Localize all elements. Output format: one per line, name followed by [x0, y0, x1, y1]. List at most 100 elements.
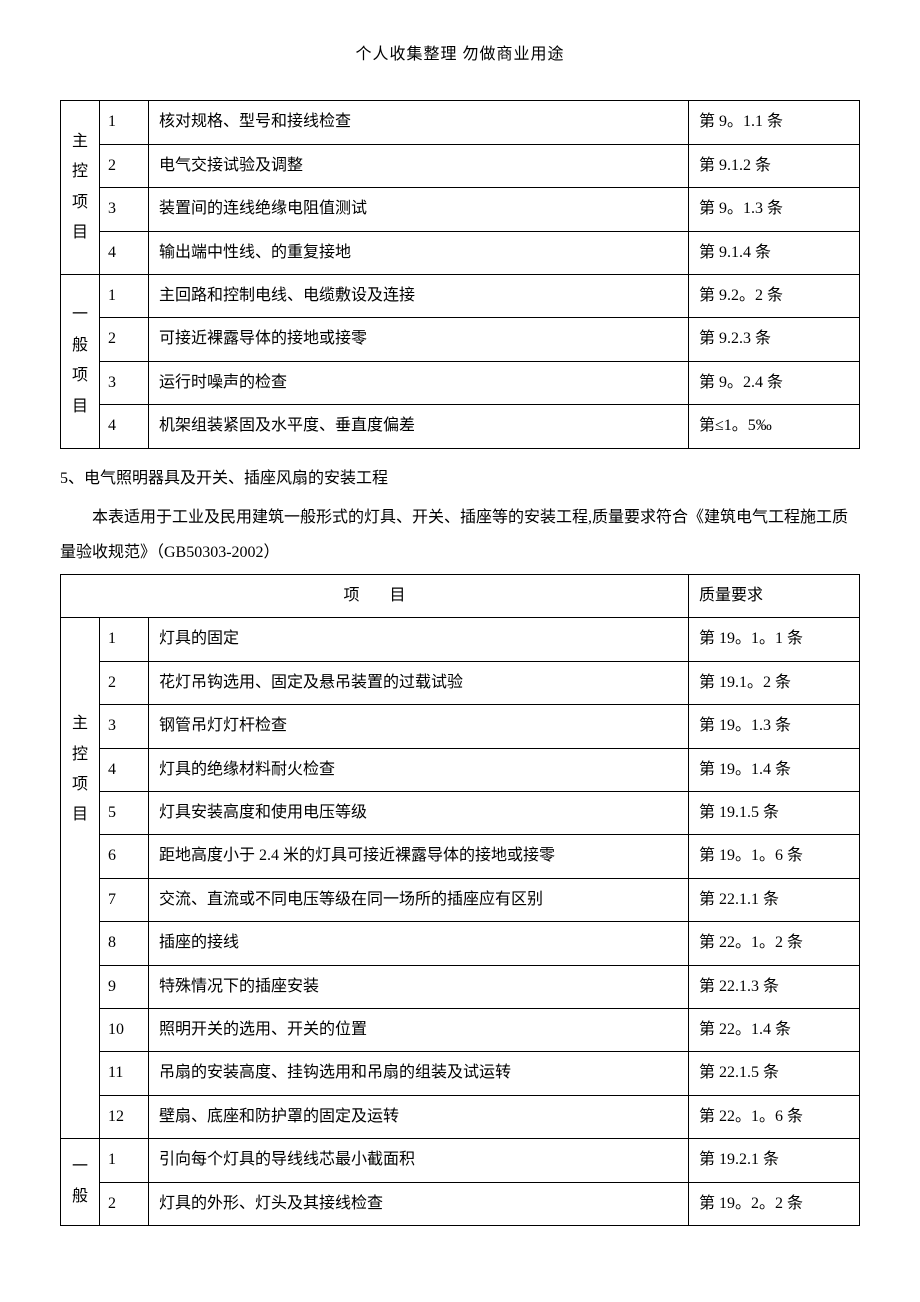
row-req: 第 22.1.1 条 — [689, 878, 860, 921]
row-number: 3 — [100, 188, 149, 231]
row-desc: 插座的接线 — [149, 922, 689, 965]
row-desc: 灯具的固定 — [149, 618, 689, 661]
table-row: 2 可接近裸露导体的接地或接零 第 9.2.3 条 — [61, 318, 860, 361]
row-number: 4 — [100, 231, 149, 274]
row-req: 第 19.2.1 条 — [689, 1139, 860, 1182]
category-cell-blank — [61, 922, 100, 1139]
row-req: 第 9。1.1 条 — [689, 101, 860, 144]
table-row: 3 装置间的连线绝缘电阻值测试 第 9。1.3 条 — [61, 188, 860, 231]
row-desc: 钢管吊灯灯杆检查 — [149, 705, 689, 748]
row-number: 9 — [100, 965, 149, 1008]
row-desc: 引向每个灯具的导线线芯最小截面积 — [149, 1139, 689, 1182]
row-desc: 灯具的绝缘材料耐火检查 — [149, 748, 689, 791]
row-number: 1 — [100, 274, 149, 317]
category-cell: 一般 — [61, 1139, 100, 1226]
table-row: 11 吊扇的安装高度、挂钩选用和吊扇的组装及试运转 第 22.1.5 条 — [61, 1052, 860, 1095]
table-row: 2 花灯吊钩选用、固定及悬吊装置的过载试验 第 19.1。2 条 — [61, 661, 860, 704]
row-req: 第 19.1.5 条 — [689, 792, 860, 835]
row-desc: 交流、直流或不同电压等级在同一场所的插座应有区别 — [149, 878, 689, 921]
row-number: 3 — [100, 361, 149, 404]
row-desc: 照明开关的选用、开关的位置 — [149, 1008, 689, 1051]
table-row: 7 交流、直流或不同电压等级在同一场所的插座应有区别 第 22.1.1 条 — [61, 878, 860, 921]
row-number: 1 — [100, 1139, 149, 1182]
row-req: 第 22。1。6 条 — [689, 1095, 860, 1138]
row-desc: 特殊情况下的插座安装 — [149, 965, 689, 1008]
row-number: 10 — [100, 1008, 149, 1051]
row-req: 第≤1。5‰ — [689, 405, 860, 448]
row-req: 第 9。2.4 条 — [689, 361, 860, 404]
row-desc: 花灯吊钩选用、固定及悬吊装置的过载试验 — [149, 661, 689, 704]
category-cell: 主控项目 — [61, 101, 100, 275]
row-desc: 灯具的外形、灯头及其接线检查 — [149, 1182, 689, 1225]
row-req: 第 9.2.3 条 — [689, 318, 860, 361]
row-number: 6 — [100, 835, 149, 878]
row-number: 2 — [100, 318, 149, 361]
row-number: 5 — [100, 792, 149, 835]
row-desc: 主回路和控制电线、电缆敷设及连接 — [149, 274, 689, 317]
row-desc: 装置间的连线绝缘电阻值测试 — [149, 188, 689, 231]
table-header-row: 项目 质量要求 — [61, 575, 860, 618]
row-req: 第 19。1.3 条 — [689, 705, 860, 748]
row-desc: 灯具安装高度和使用电压等级 — [149, 792, 689, 835]
table-row: 10 照明开关的选用、开关的位置 第 22。1.4 条 — [61, 1008, 860, 1051]
section-5-title: 5、电气照明器具及开关、插座风扇的安装工程 — [60, 461, 860, 496]
row-number: 7 — [100, 878, 149, 921]
row-number: 4 — [100, 405, 149, 448]
table-row: 12 壁扇、底座和防护罩的固定及运转 第 22。1。6 条 — [61, 1095, 860, 1138]
table-row: 4 机架组装紧固及水平度、垂直度偏差 第≤1。5‰ — [61, 405, 860, 448]
row-req: 第 9。1.3 条 — [689, 188, 860, 231]
row-number: 3 — [100, 705, 149, 748]
row-desc: 壁扇、底座和防护罩的固定及运转 — [149, 1095, 689, 1138]
table-row: 主控项目 1 核对规格、型号和接线检查 第 9。1.1 条 — [61, 101, 860, 144]
row-req: 第 9.1.4 条 — [689, 231, 860, 274]
table-row: 一般 1 引向每个灯具的导线线芯最小截面积 第 19.2.1 条 — [61, 1139, 860, 1182]
table-2: 项目 质量要求 主控项目 1 灯具的固定 第 19。1。1 条 2 花灯吊钩选用… — [60, 574, 860, 1226]
row-req: 第 9.1.2 条 — [689, 144, 860, 187]
row-req: 第 22。1.4 条 — [689, 1008, 860, 1051]
row-desc: 电气交接试验及调整 — [149, 144, 689, 187]
row-req: 第 19.1。2 条 — [689, 661, 860, 704]
table-row: 2 灯具的外形、灯头及其接线检查 第 19。2。2 条 — [61, 1182, 860, 1225]
table-row: 主控项目 1 灯具的固定 第 19。1。1 条 — [61, 618, 860, 661]
row-number: 8 — [100, 922, 149, 965]
row-number: 2 — [100, 1182, 149, 1225]
table-row: 2 电气交接试验及调整 第 9.1.2 条 — [61, 144, 860, 187]
row-req: 第 22.1.5 条 — [689, 1052, 860, 1095]
table-row: 9 特殊情况下的插座安装 第 22.1.3 条 — [61, 965, 860, 1008]
row-req: 第 19。2。2 条 — [689, 1182, 860, 1225]
page-header: 个人收集整理 勿做商业用途 — [60, 40, 860, 70]
row-number: 1 — [100, 101, 149, 144]
row-req: 第 9.2。2 条 — [689, 274, 860, 317]
category-cell: 主控项目 — [61, 618, 100, 922]
row-req: 第 19。1.4 条 — [689, 748, 860, 791]
table-row: 6 距地高度小于 2.4 米的灯具可接近裸露导体的接地或接零 第 19。1。6 … — [61, 835, 860, 878]
row-req: 第 22。1。2 条 — [689, 922, 860, 965]
table-row: 4 输出端中性线、的重复接地 第 9.1.4 条 — [61, 231, 860, 274]
section-5-body: 本表适用于工业及民用建筑一般形式的灯具、开关、插座等的安装工程,质量要求符合《建… — [60, 500, 860, 570]
row-req: 第 22.1.3 条 — [689, 965, 860, 1008]
row-desc: 距地高度小于 2.4 米的灯具可接近裸露导体的接地或接零 — [149, 835, 689, 878]
row-desc: 核对规格、型号和接线检查 — [149, 101, 689, 144]
row-desc: 输出端中性线、的重复接地 — [149, 231, 689, 274]
row-number: 2 — [100, 661, 149, 704]
table-row: 3 运行时噪声的检查 第 9。2.4 条 — [61, 361, 860, 404]
table-row: 8 插座的接线 第 22。1。2 条 — [61, 922, 860, 965]
row-desc: 运行时噪声的检查 — [149, 361, 689, 404]
row-desc: 吊扇的安装高度、挂钩选用和吊扇的组装及试运转 — [149, 1052, 689, 1095]
row-req: 第 19。1。6 条 — [689, 835, 860, 878]
table-row: 3 钢管吊灯灯杆检查 第 19。1.3 条 — [61, 705, 860, 748]
table-1: 主控项目 1 核对规格、型号和接线检查 第 9。1.1 条 2 电气交接试验及调… — [60, 100, 860, 448]
row-number: 12 — [100, 1095, 149, 1138]
row-number: 2 — [100, 144, 149, 187]
row-desc: 可接近裸露导体的接地或接零 — [149, 318, 689, 361]
row-req: 第 19。1。1 条 — [689, 618, 860, 661]
table-row: 5 灯具安装高度和使用电压等级 第 19.1.5 条 — [61, 792, 860, 835]
row-number: 11 — [100, 1052, 149, 1095]
row-number: 1 — [100, 618, 149, 661]
table-row: 一般项目 1 主回路和控制电线、电缆敷设及连接 第 9.2。2 条 — [61, 274, 860, 317]
row-desc: 机架组装紧固及水平度、垂直度偏差 — [149, 405, 689, 448]
row-number: 4 — [100, 748, 149, 791]
header-req: 质量要求 — [689, 575, 860, 618]
header-item: 项目 — [61, 575, 689, 618]
category-cell: 一般项目 — [61, 274, 100, 448]
